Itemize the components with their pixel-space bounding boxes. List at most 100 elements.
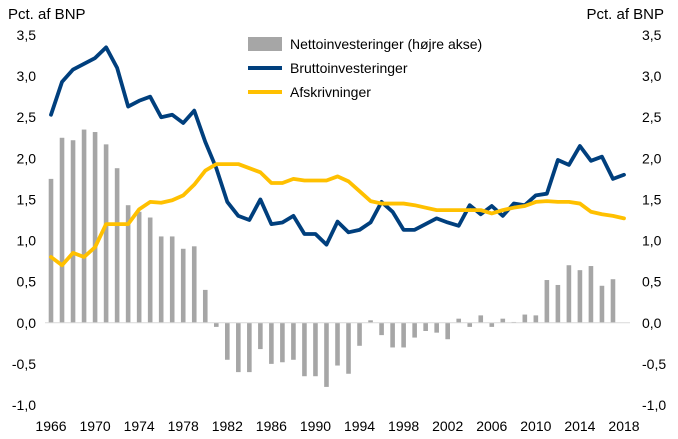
x-tick-label: 1970	[80, 418, 111, 434]
left-tick-label: 3,5	[17, 27, 37, 43]
right-tick-label: 3,5	[642, 27, 662, 43]
x-tick-labels: 1966 1970 1974 1978 1982 1986 1990 1994 1998 2002…	[35, 418, 639, 434]
bar-netto-2007	[500, 318, 506, 323]
bar-netto-2006	[489, 322, 495, 327]
bar-netto-1988	[291, 322, 296, 360]
left-tick-label: -1,0	[12, 397, 36, 413]
bar-netto-2002	[445, 322, 450, 340]
left-tick-label: 3,0	[17, 68, 37, 84]
right-tick-label: -1,0	[642, 397, 666, 413]
legend-entry-label: Nettoinvesteringer (højre akse)	[290, 36, 482, 52]
bar-netto-1996	[379, 322, 384, 336]
bar-netto-1990	[313, 322, 318, 377]
bar-netto-2015	[588, 266, 594, 323]
bar-netto-1976	[158, 236, 164, 323]
bar-netto-1969	[81, 129, 87, 323]
bar-netto-2010	[533, 315, 539, 323]
bar-netto-1966	[48, 178, 54, 323]
bar-netto-1980	[202, 289, 208, 323]
legend-entry-label: Bruttoinvesteringer	[290, 60, 408, 76]
bar-netto-1992	[335, 322, 340, 366]
left-tick-label: 0,0	[17, 315, 37, 331]
bar-netto-1982	[225, 322, 230, 360]
x-tick-label: 1994	[344, 418, 375, 434]
left-tick-label: -0,5	[12, 356, 36, 372]
x-tick-label: 2018	[608, 418, 639, 434]
x-tick-label: 2010	[520, 418, 551, 434]
right-tick-label: 3,0	[642, 68, 662, 84]
bar-netto-1987	[280, 322, 285, 363]
bar-netto-2012	[555, 284, 561, 323]
bar-netto-2016	[599, 285, 605, 323]
x-tick-label: 1974	[124, 418, 155, 434]
y-axis-left-label: Pct. af BNP	[8, 6, 86, 23]
bar-netto-2009	[522, 314, 528, 323]
right-tick-label: 1,5	[642, 191, 662, 207]
bar-netto-1970	[92, 132, 98, 323]
right-tick-label: -0,5	[642, 356, 666, 372]
bar-netto-1995	[368, 320, 373, 323]
bar-netto-1993	[346, 322, 351, 374]
bar-netto-2003	[456, 318, 462, 323]
bar-netto-1994	[357, 322, 362, 346]
bar-netto-2005	[478, 315, 484, 323]
bar-netto-1998	[401, 322, 406, 348]
bar-netto-2017	[610, 279, 616, 323]
bar-netto-1978	[180, 248, 186, 323]
legend: Nettoinvesteringer (højre akse) Bruttoinv…	[248, 36, 482, 100]
bar-netto-1971	[103, 144, 109, 323]
bar-netto-2013	[566, 265, 572, 323]
x-tick-label: 1998	[388, 418, 419, 434]
x-tick-label: 1966	[35, 418, 66, 434]
lines-group	[49, 45, 626, 268]
bar-netto-1979	[191, 246, 197, 323]
x-tick-label: 1982	[212, 418, 243, 434]
bar-netto-1999	[412, 322, 417, 338]
legend-entry-label: Afskrivninger	[290, 84, 371, 100]
bar-netto-1989	[302, 322, 307, 377]
left-tick-label: 2,5	[17, 109, 37, 125]
bar-netto-1967	[59, 137, 65, 323]
bar-netto-1997	[390, 322, 395, 348]
bars-group	[48, 129, 616, 387]
right-tick-label: 0,5	[642, 274, 662, 290]
x-tick-label: 1986	[256, 418, 287, 434]
bar-netto-2004	[467, 322, 473, 327]
bar-netto-1968	[70, 140, 76, 323]
bar-netto-1991	[324, 322, 329, 387]
bar-netto-1977	[169, 236, 175, 323]
bar-netto-1986	[269, 322, 274, 364]
bar-netto-2000	[423, 322, 428, 331]
series-line-brutto	[49, 45, 626, 247]
x-tick-label: 2014	[564, 418, 595, 434]
right-tick-label: 2,0	[642, 150, 662, 166]
x-tick-label: 1990	[300, 418, 331, 434]
x-tick-label: 1978	[168, 418, 199, 434]
left-tick-label: 0,5	[17, 274, 37, 290]
right-tick-labels: 3,5 3,0 2,5 2,0 1,5 1,0 0,5 0,0 -0,5 -1,0	[642, 27, 666, 413]
series-line-afskrivninger	[49, 162, 626, 268]
y-axis-right-label: Pct. af BNP	[586, 6, 664, 23]
legend-swatch-bar	[248, 37, 282, 51]
left-tick-label: 1,0	[17, 233, 37, 249]
bar-netto-2014	[577, 270, 583, 323]
x-tick-label: 2006	[476, 418, 507, 434]
right-tick-label: 0,0	[642, 315, 662, 331]
right-tick-label: 2,5	[642, 109, 662, 125]
bar-netto-1975	[147, 217, 153, 323]
left-tick-labels: 3,5 3,0 2,5 2,0 1,5 1,0 0,5 0,0 -0,5 -1,0	[12, 27, 36, 413]
right-tick-label: 1,0	[642, 233, 662, 249]
bar-netto-2001	[434, 322, 439, 333]
left-tick-label: 1,5	[17, 191, 37, 207]
left-tick-label: 2,0	[17, 150, 37, 166]
bar-netto-1984	[247, 322, 252, 373]
x-tick-label: 2002	[432, 418, 463, 434]
bar-netto-1972	[114, 168, 120, 323]
bar-netto-2011	[544, 280, 550, 323]
bar-netto-1974	[136, 211, 142, 323]
bar-netto-1973	[125, 205, 131, 323]
bar-netto-1983	[236, 322, 241, 373]
bar-netto-1981	[213, 322, 219, 327]
bar-netto-1985	[258, 322, 263, 350]
